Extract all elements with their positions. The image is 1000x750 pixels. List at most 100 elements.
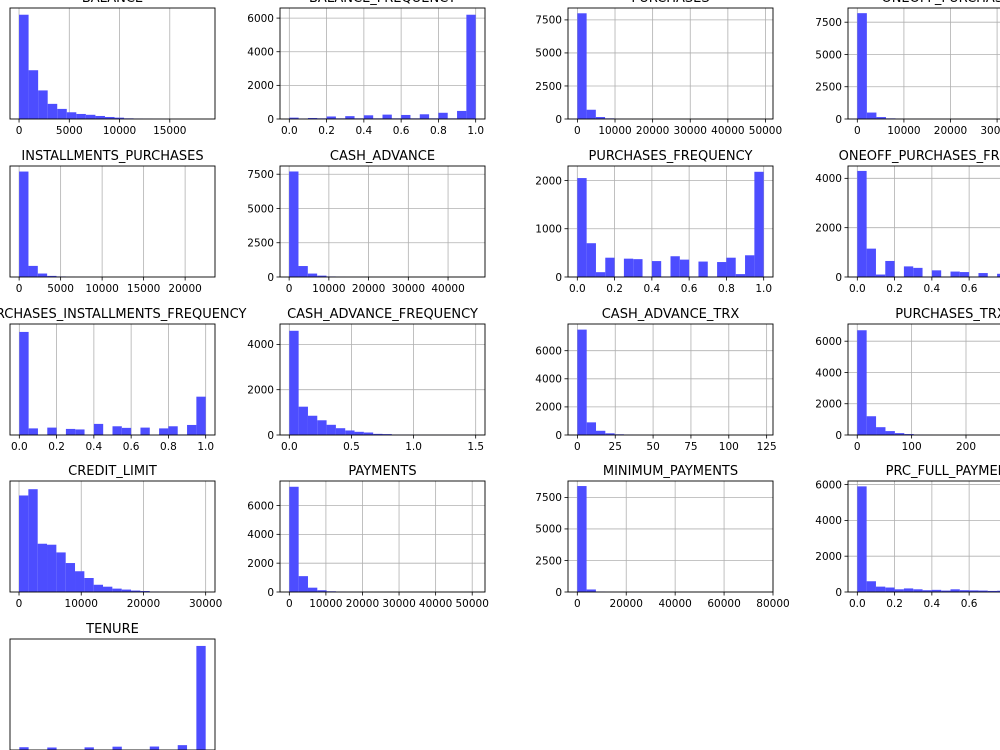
x-tick-label: 0 — [574, 598, 581, 610]
x-tick-label: 0.5 — [343, 441, 360, 453]
histogram-bar — [866, 248, 876, 277]
histogram-bar — [904, 434, 914, 435]
histogram-bar — [326, 116, 336, 119]
panel-title: INSTALLMENTS_PURCHASES — [21, 149, 203, 164]
x-tick-label: 0.8 — [718, 283, 735, 295]
x-tick-label: 20000 — [127, 598, 160, 610]
histogram-bar — [177, 745, 188, 750]
y-tick-label: 7500 — [535, 492, 562, 504]
x-tick-label: 25 — [609, 441, 622, 453]
x-tick-label: 0.0 — [849, 283, 866, 295]
panel-title: PAYMENTS — [348, 464, 416, 479]
panel-title: BALANCE_FREQUENCY — [309, 0, 456, 6]
histogram-bar — [112, 426, 122, 435]
axes-frame — [567, 7, 774, 120]
x-tick-label: 10000 — [309, 598, 342, 610]
histogram-bar — [586, 243, 596, 277]
histogram-bar — [931, 589, 942, 592]
histogram-bar — [885, 587, 895, 592]
histogram-bar — [950, 589, 960, 592]
histogram-panel: BALANCE 0 5000 10000 15000 — [9, 0, 216, 137]
x-tick-label: 10000 — [312, 283, 345, 295]
histogram-bar — [363, 115, 374, 119]
x-tick-label: 100 — [902, 441, 922, 453]
histogram-bar — [57, 108, 67, 119]
x-tick-label: 0.6 — [961, 598, 978, 610]
axes-frame — [567, 323, 774, 436]
histogram-bar — [373, 433, 383, 435]
histogram-bar — [903, 588, 914, 592]
histogram-bar — [65, 563, 76, 592]
y-tick-label: 4000 — [247, 529, 274, 541]
histogram-bar — [159, 428, 169, 435]
histogram-bar — [93, 423, 104, 435]
histogram-bar — [959, 590, 970, 592]
histogram-bar — [605, 433, 615, 435]
histogram-panel: PURCHASES_FREQUENCY 0.0 0.2 0.4 0.6 0.8 1.0 0 10… — [535, 149, 774, 295]
histogram-panel: PURCHASES_INSTALLMENTS_FREQUENCY 0.0 0.2 0.… — [0, 307, 246, 453]
x-tick-label: 10000 — [85, 283, 118, 295]
histogram-bar — [913, 589, 923, 592]
histogram-bar — [577, 329, 587, 435]
x-tick-label: 0.8 — [160, 441, 177, 453]
x-tick-label: 0.6 — [393, 125, 410, 137]
histogram-bar — [438, 112, 448, 119]
x-tick-label: 15000 — [127, 283, 160, 295]
histogram-bar — [605, 257, 615, 277]
y-tick-label: 7500 — [535, 15, 562, 27]
x-tick-label: 0.2 — [886, 283, 903, 295]
x-tick-label: 5000 — [56, 125, 83, 137]
histogram-bar — [950, 271, 960, 277]
panel-title: TENURE — [85, 622, 139, 637]
y-tick-label: 0 — [835, 272, 842, 284]
panel-title: MINIMUM_PAYMENTS — [603, 464, 738, 479]
axes-frame — [847, 165, 1000, 278]
histogram-bar — [595, 117, 606, 119]
panel-title: CREDIT_LIMIT — [68, 464, 157, 479]
x-tick-label: 0.2 — [606, 283, 623, 295]
x-tick-label: 50 — [646, 441, 659, 453]
histogram-bar — [84, 578, 94, 592]
y-tick-label: 2000 — [247, 384, 274, 396]
x-tick-label: 40000 — [711, 125, 744, 137]
histogram-bar — [28, 428, 38, 435]
y-tick-label: 0 — [555, 272, 562, 284]
x-tick-label: 20000 — [352, 283, 385, 295]
histogram-bar — [959, 272, 970, 277]
histogram-bar — [75, 571, 85, 592]
axes-frame — [9, 165, 216, 278]
histogram-bar — [922, 590, 932, 592]
histogram-bar — [317, 420, 327, 435]
histogram-bar — [894, 589, 904, 592]
histogram-bar — [289, 171, 299, 277]
x-tick-label: 10000 — [598, 125, 631, 137]
panel-title: CASH_ADVANCE_TRX — [602, 307, 740, 322]
x-tick-label: 20000 — [636, 125, 669, 137]
histogram-bar — [196, 645, 206, 750]
histogram-bar — [577, 486, 587, 592]
y-tick-label: 5000 — [247, 203, 274, 215]
histogram-bar — [37, 543, 48, 592]
histogram-bar — [679, 259, 690, 277]
x-tick-label: 100 — [719, 441, 739, 453]
x-tick-label: 0 — [854, 441, 861, 453]
y-tick-label: 2000 — [815, 222, 842, 234]
histogram-bar — [317, 275, 327, 277]
histogram-bar — [978, 590, 988, 592]
axes-frame — [567, 165, 774, 278]
x-tick-label: 0 — [574, 125, 581, 137]
histogram-bar — [196, 396, 206, 435]
x-tick-label: 125 — [757, 441, 777, 453]
histogram-bar — [969, 590, 979, 592]
x-tick-label: 20000 — [346, 598, 379, 610]
histogram-bar — [931, 270, 942, 277]
histogram-bar — [735, 274, 746, 277]
x-tick-label: 1.0 — [755, 283, 772, 295]
x-tick-label: 1.0 — [467, 125, 484, 137]
histogram-panel: TENURE — [9, 622, 216, 750]
y-tick-label: 0 — [267, 430, 274, 442]
x-tick-label: 0 — [286, 283, 293, 295]
histogram-bar — [978, 273, 988, 277]
y-tick-label: 0 — [555, 430, 562, 442]
